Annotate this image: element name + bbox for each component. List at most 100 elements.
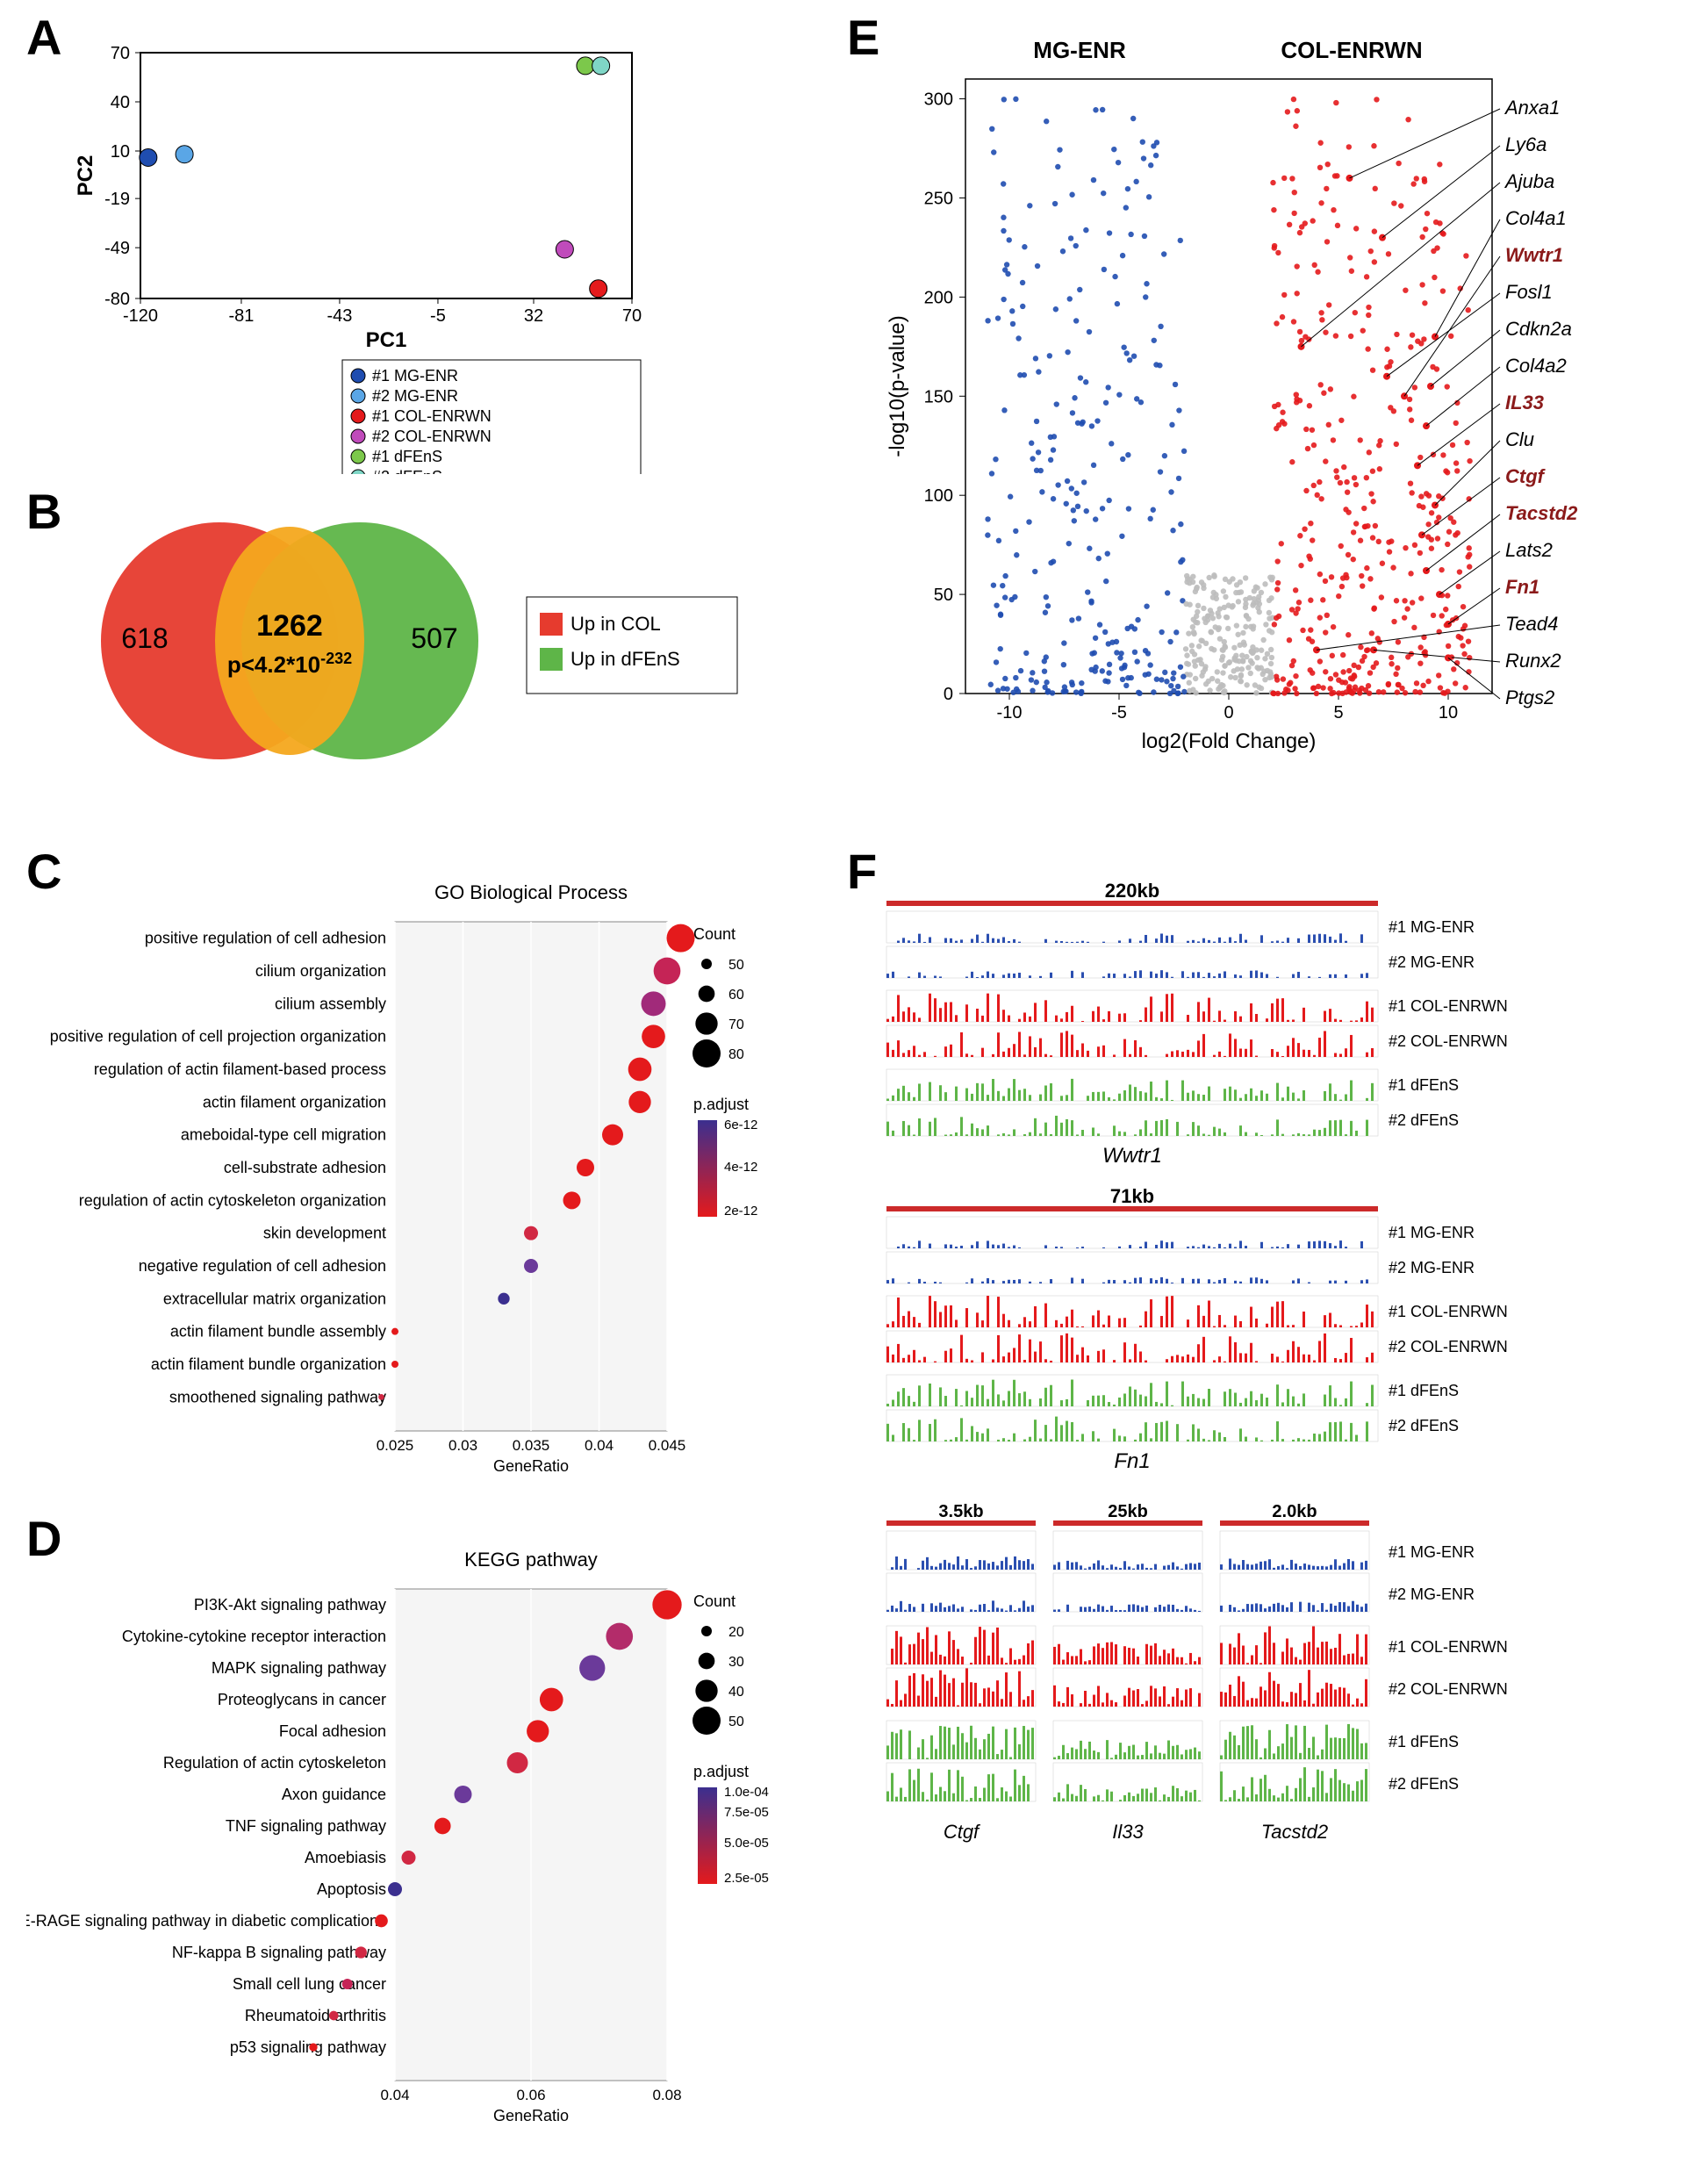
svg-text:250: 250 — [924, 189, 953, 208]
svg-text:Wwtr1: Wwtr1 — [1505, 244, 1563, 266]
svg-text:-49: -49 — [104, 239, 130, 258]
svg-text:Wwtr1: Wwtr1 — [1102, 1144, 1162, 1168]
svg-text:7.5e-05: 7.5e-05 — [724, 1805, 769, 1820]
svg-text:300: 300 — [924, 90, 953, 110]
go-dotplot: GO Biological Process0.0250.030.0350.040… — [26, 878, 834, 1492]
svg-text:GeneRatio: GeneRatio — [493, 2107, 569, 2124]
svg-text:PC2: PC2 — [74, 155, 97, 197]
svg-text:GeneRatio: GeneRatio — [493, 1457, 569, 1475]
svg-text:1.0e-04: 1.0e-04 — [724, 1785, 769, 1800]
svg-text:#1 dFEnS: #1 dFEnS — [1389, 1076, 1459, 1094]
svg-text:50: 50 — [728, 958, 744, 973]
svg-text:PC1: PC1 — [366, 328, 407, 352]
svg-text:COL-ENRWN: COL-ENRWN — [1281, 37, 1422, 63]
svg-text:Cdkn2a: Cdkn2a — [1505, 318, 1572, 340]
svg-text:cell-substrate adhesion: cell-substrate adhesion — [224, 1159, 386, 1176]
svg-text:#2 COL-ENRWN: #2 COL-ENRWN — [1389, 1680, 1508, 1698]
svg-text:#2 dFEnS: #2 dFEnS — [1389, 1417, 1459, 1434]
svg-text:Axon guidance: Axon guidance — [282, 1786, 386, 1803]
panel-label-f: F — [847, 843, 877, 900]
svg-text:regulation of actin filament-b: regulation of actin filament-based proce… — [94, 1060, 386, 1078]
svg-text:#2 COL-ENRWN: #2 COL-ENRWN — [1389, 1338, 1508, 1355]
svg-text:-5: -5 — [430, 306, 446, 326]
svg-text:10: 10 — [111, 142, 130, 162]
svg-text:TNF signaling pathway: TNF signaling pathway — [226, 1817, 386, 1835]
svg-text:Ly6a: Ly6a — [1505, 133, 1547, 155]
svg-text:p.adjust: p.adjust — [693, 1096, 749, 1113]
venn-diagram: 6185071262p<4.2*10-232Up in COLUp in dFE… — [70, 509, 755, 825]
svg-text:skin development: skin development — [263, 1225, 386, 1242]
svg-text:0.03: 0.03 — [449, 1437, 477, 1454]
svg-text:IL33: IL33 — [1505, 392, 1544, 413]
svg-text:Ctgf: Ctgf — [1505, 465, 1547, 487]
svg-text:ameboidal-type cell migration: ameboidal-type cell migration — [181, 1126, 386, 1144]
svg-text:#2 dFEnS: #2 dFEnS — [1389, 1111, 1459, 1129]
svg-text:5: 5 — [1333, 703, 1343, 722]
svg-text:#1 dFEnS: #1 dFEnS — [1389, 1733, 1459, 1750]
svg-text:0.06: 0.06 — [516, 2087, 545, 2103]
svg-text:positive regulation of cell pr: positive regulation of cell projection o… — [50, 1028, 386, 1046]
svg-text:#1 dFEnS: #1 dFEnS — [372, 448, 442, 465]
svg-text:Tacstd2: Tacstd2 — [1261, 1821, 1328, 1843]
svg-text:#1 COL-ENRWN: #1 COL-ENRWN — [1389, 1638, 1508, 1656]
svg-text:25kb: 25kb — [1108, 1502, 1148, 1521]
svg-text:actin filament organization: actin filament organization — [203, 1093, 386, 1111]
svg-text:-80: -80 — [104, 290, 130, 309]
svg-text:#1 COL-ENRWN: #1 COL-ENRWN — [1389, 997, 1508, 1015]
svg-text:Apoptosis: Apoptosis — [317, 1880, 386, 1898]
svg-text:KEGG pathway: KEGG pathway — [464, 1549, 598, 1571]
svg-text:Amoebiasis: Amoebiasis — [305, 1849, 386, 1866]
svg-text:#2 COL-ENRWN: #2 COL-ENRWN — [372, 428, 492, 445]
svg-text:actin filament bundle organiza: actin filament bundle organization — [151, 1355, 386, 1373]
svg-text:Proteoglycans in cancer: Proteoglycans in cancer — [218, 1691, 386, 1708]
svg-text:2.0kb: 2.0kb — [1272, 1502, 1317, 1521]
svg-text:cilium organization: cilium organization — [255, 962, 386, 980]
svg-text:regulation of actin cytoskelet: regulation of actin cytoskeleton organiz… — [79, 1191, 386, 1209]
svg-text:#2 MG-ENR: #2 MG-ENR — [1389, 1259, 1475, 1276]
svg-text:Up in COL: Up in COL — [571, 613, 661, 635]
kegg-dotplot: KEGG pathway0.040.060.08GeneRatioPI3K-Ak… — [26, 1545, 834, 2142]
svg-text:Ptgs2: Ptgs2 — [1505, 687, 1554, 708]
svg-text:Runx2: Runx2 — [1505, 650, 1561, 672]
svg-text:MAPK signaling pathway: MAPK signaling pathway — [212, 1659, 386, 1677]
svg-text:Small cell lung cancer: Small cell lung cancer — [233, 1975, 386, 1993]
svg-text:cilium assembly: cilium assembly — [275, 995, 386, 1012]
svg-text:Clu: Clu — [1505, 428, 1534, 450]
svg-text:32: 32 — [524, 306, 543, 326]
svg-text:0.025: 0.025 — [377, 1437, 414, 1454]
svg-text:#1 COL-ENRWN: #1 COL-ENRWN — [1389, 1303, 1508, 1320]
svg-text:MG-ENR: MG-ENR — [1033, 37, 1126, 63]
panel-label-e: E — [847, 9, 879, 66]
svg-text:#2 dFEnS: #2 dFEnS — [372, 468, 442, 474]
svg-text:-10: -10 — [997, 703, 1023, 722]
svg-text:1262: 1262 — [256, 609, 323, 643]
svg-text:618: 618 — [121, 622, 168, 654]
svg-text:Ctgf: Ctgf — [944, 1821, 981, 1843]
svg-text:Lats2: Lats2 — [1505, 539, 1553, 561]
svg-text:#2 MG-ENR: #2 MG-ENR — [372, 387, 458, 405]
svg-text:smoothened signaling pathway: smoothened signaling pathway — [169, 1388, 386, 1405]
svg-text:PI3K-Akt signaling pathway: PI3K-Akt signaling pathway — [194, 1596, 386, 1614]
svg-text:40: 40 — [111, 93, 130, 112]
svg-text:50: 50 — [728, 1715, 744, 1729]
svg-text:220kb: 220kb — [1105, 880, 1159, 902]
svg-text:log2(Fold Change): log2(Fold Change) — [1142, 730, 1317, 753]
svg-text:Tacstd2: Tacstd2 — [1505, 502, 1578, 524]
svg-text:Fn1: Fn1 — [1505, 576, 1539, 598]
svg-text:Ajuba: Ajuba — [1503, 170, 1554, 192]
svg-text:actin filament bundle assembly: actin filament bundle assembly — [170, 1323, 386, 1341]
svg-text:#1 MG-ENR: #1 MG-ENR — [1389, 918, 1475, 936]
svg-text:Il33: Il33 — [1112, 1821, 1144, 1843]
svg-text:5.0e-05: 5.0e-05 — [724, 1836, 769, 1851]
svg-text:0.04: 0.04 — [380, 2087, 409, 2103]
svg-text:#2 dFEnS: #2 dFEnS — [1389, 1775, 1459, 1793]
svg-text:20: 20 — [728, 1625, 744, 1640]
svg-text:Count: Count — [693, 925, 736, 943]
genome-tracks: 220kb #1 MG-ENR #2 MG-ENR #1 COL-ENRWN #2 CO… — [878, 878, 1685, 2142]
svg-text:negative regulation of cell ad: negative regulation of cell adhesion — [139, 1257, 386, 1275]
svg-text:p53 signaling pathway: p53 signaling pathway — [230, 2038, 386, 2056]
svg-text:Fn1: Fn1 — [1114, 1449, 1150, 1473]
svg-text:Regulation of actin cytoskelet: Regulation of actin cytoskeleton — [163, 1754, 386, 1772]
svg-text:positive regulation of cell ad: positive regulation of cell adhesion — [145, 930, 386, 947]
svg-text:#2 MG-ENR: #2 MG-ENR — [1389, 953, 1475, 971]
